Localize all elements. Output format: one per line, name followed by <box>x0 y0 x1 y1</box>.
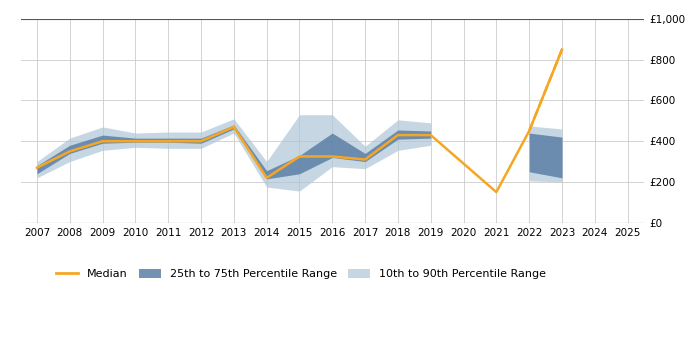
Legend: Median, 25th to 75th Percentile Range, 10th to 90th Percentile Range: Median, 25th to 75th Percentile Range, 1… <box>51 264 551 284</box>
